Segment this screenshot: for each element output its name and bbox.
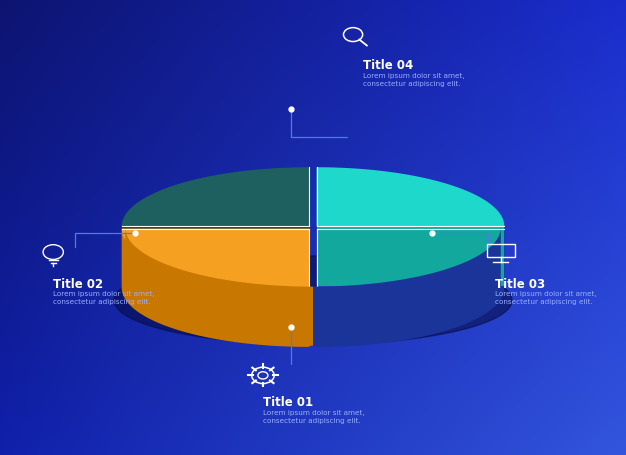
- Text: Title 04: Title 04: [363, 59, 413, 72]
- Polygon shape: [121, 228, 309, 288]
- Polygon shape: [121, 228, 309, 288]
- Polygon shape: [121, 227, 309, 286]
- Text: Title 03: Title 03: [495, 278, 545, 291]
- Text: Title 01: Title 01: [263, 396, 313, 409]
- Polygon shape: [317, 228, 505, 288]
- Text: Lorem ipsum dolor sit amet,
consectetur adipiscing elit.: Lorem ipsum dolor sit amet, consectetur …: [263, 410, 364, 424]
- Text: Lorem ipsum dolor sit amet,
consectetur adipiscing elit.: Lorem ipsum dolor sit amet, consectetur …: [363, 73, 464, 87]
- Bar: [487, 244, 515, 257]
- Text: Title 02: Title 02: [53, 278, 103, 291]
- Polygon shape: [121, 167, 309, 227]
- Polygon shape: [317, 228, 505, 347]
- Polygon shape: [121, 228, 309, 347]
- Text: Lorem ipsum dolor sit amet,
consectetur adipiscing elit.: Lorem ipsum dolor sit amet, consectetur …: [53, 291, 155, 305]
- Polygon shape: [317, 228, 505, 288]
- Polygon shape: [317, 167, 505, 227]
- Polygon shape: [317, 227, 505, 286]
- Polygon shape: [114, 256, 512, 344]
- Polygon shape: [313, 228, 501, 346]
- Text: Lorem ipsum dolor sit amet,
consectetur adipiscing elit.: Lorem ipsum dolor sit amet, consectetur …: [495, 291, 596, 305]
- Polygon shape: [125, 228, 313, 346]
